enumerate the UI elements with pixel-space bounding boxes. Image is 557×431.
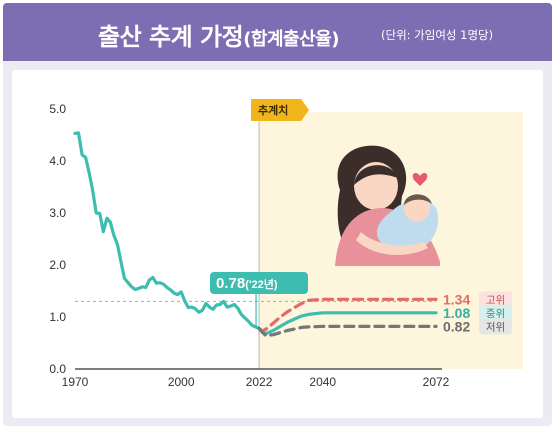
- x-tick-label: 2000: [168, 375, 195, 389]
- low-scenario-badge: [479, 318, 512, 335]
- high-scenario-badge: [479, 291, 512, 308]
- medium-scenario-name: 중위: [486, 307, 505, 320]
- latest-value-callout: 0.78('22년): [210, 272, 308, 327]
- unit-note: (단위: 가임여성 1명당): [381, 28, 494, 42]
- callout-box: [210, 272, 308, 294]
- medium-scenario-badge: [479, 304, 512, 321]
- projection-tag: 추계치: [251, 99, 310, 121]
- low-scenario-value: 0.82: [443, 318, 470, 334]
- medium-scenario-value: 1.08: [443, 305, 470, 321]
- high-scenario-name: 고위: [486, 293, 505, 306]
- mother-baby-illustration: [335, 145, 440, 266]
- y-tick-label: 4.0: [49, 154, 66, 168]
- title-banner: 출산 추계 가정(합계출산율) (단위: 가임여성 1명당): [3, 3, 552, 61]
- y-tick-label: 3.0: [49, 206, 66, 220]
- page-title: 출산 추계 가정(합계출산율): [98, 17, 339, 52]
- low-scenario-line: [257, 324, 438, 338]
- y-tick-label: 1.0: [49, 310, 66, 324]
- x-tick-label: 1970: [62, 375, 89, 389]
- y-tick-label: 5.0: [49, 102, 66, 116]
- x-tick-label: 2072: [423, 375, 450, 389]
- y-tick-label: 0.0: [49, 362, 66, 376]
- x-tick-label: 2022: [246, 375, 273, 389]
- title-paren: (합계출산율): [243, 29, 339, 50]
- x-tick-label: 2040: [309, 375, 336, 389]
- callout-text: 0.78('22년): [216, 275, 278, 292]
- y-tick-label: 2.0: [49, 258, 66, 272]
- series-group: [73, 131, 438, 338]
- low-scenario-name: 저위: [486, 320, 505, 333]
- scenario-labels: 1.34 고위 1.08 중위 0.82 저위: [443, 291, 512, 335]
- high-scenario-line: [257, 297, 438, 333]
- heart-icon: [412, 173, 428, 186]
- y-axis-ticks: 0.0 1.0 2.0 3.0 4.0 5.0: [49, 102, 66, 376]
- high-scenario-value: 1.34: [443, 291, 470, 307]
- callout-value: 0.78: [216, 275, 245, 292]
- x-axis-ticks: 1970 2000 2022 2040 2072: [62, 375, 450, 389]
- callout-year: ('22년): [245, 277, 278, 291]
- projection-tag-label: 추계치: [258, 103, 288, 117]
- title-main: 출산 추계 가정: [98, 23, 244, 51]
- observed-series-line: [73, 131, 261, 330]
